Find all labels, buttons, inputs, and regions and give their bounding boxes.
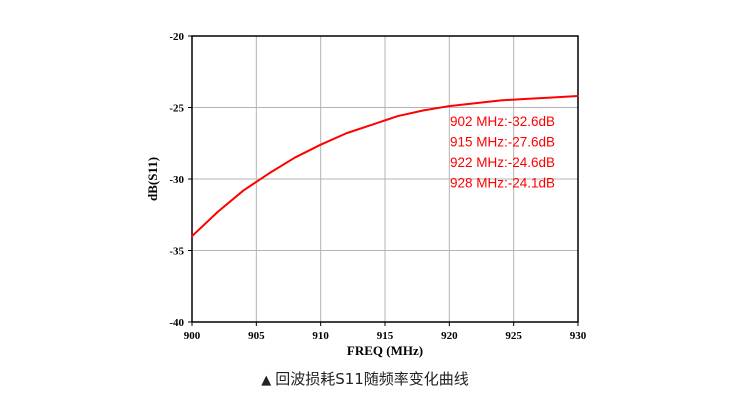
figure-caption: ▲ 回波损耗S11随频率变化曲线 <box>0 368 730 389</box>
axis-ticks: 900 905 910 915 920 925 930 -20 -25 -30 -35 -40 <box>169 31 586 342</box>
x-tick-label: 910 <box>312 330 329 342</box>
annotation-label: 928 MHz:-24.1dB <box>450 176 555 191</box>
x-tick-label: 930 <box>570 330 587 342</box>
caption-text: 回波损耗S11随频率变化曲线 <box>275 370 469 388</box>
annotation-label: 915 MHz:-27.6dB <box>450 135 555 150</box>
y-tick-label: -25 <box>169 103 184 115</box>
x-tick-label: 920 <box>441 330 458 342</box>
x-tick-label: 925 <box>505 330 522 342</box>
grid <box>192 36 578 322</box>
triangle-icon: ▲ <box>261 373 272 388</box>
x-tick-label: 915 <box>377 330 394 342</box>
series <box>191 95 579 238</box>
x-tick-label: 900 <box>184 330 201 342</box>
y-axis-title: dB(S11) <box>145 157 160 201</box>
y-tick-label: -40 <box>169 317 184 329</box>
annotation-label: 922 MHz:-24.6dB <box>450 155 555 170</box>
y-tick-label: -20 <box>169 31 184 43</box>
annotation-label: 902 MHz:-32.6dB <box>450 114 555 129</box>
x-tick-label: 905 <box>248 330 265 342</box>
x-axis-title: FREQ (MHz) <box>347 343 423 358</box>
series-line <box>191 95 579 238</box>
y-tick-label: -30 <box>169 174 184 186</box>
y-tick-label: -35 <box>169 246 184 258</box>
annotations: 902 MHz:-32.6dB 915 MHz:-27.6dB 922 MHz:-2… <box>450 114 555 191</box>
